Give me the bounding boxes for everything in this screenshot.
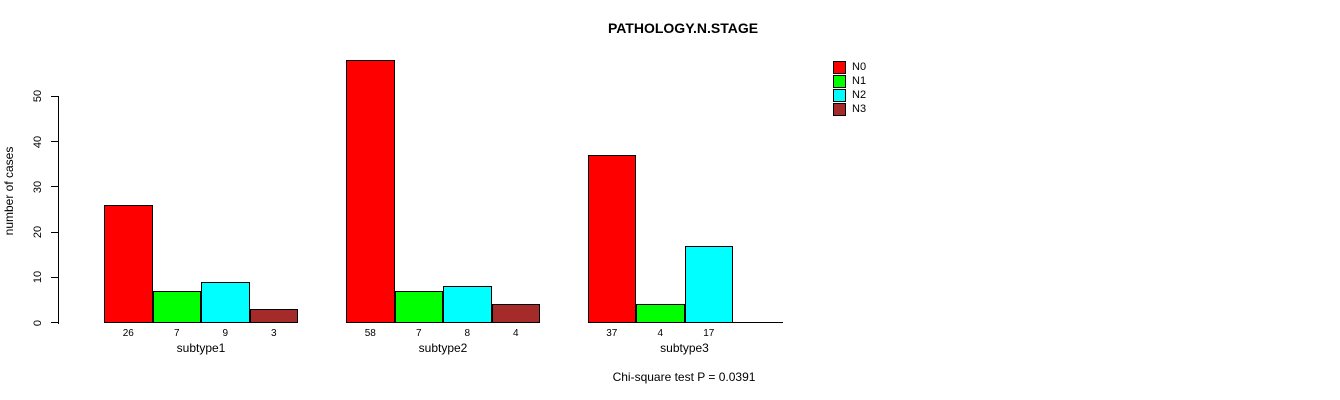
bar-n2-subtype3	[684, 245, 733, 323]
chart-title: PATHOLOGY.N.STAGE	[607, 20, 759, 36]
bar-n2-subtype2	[443, 286, 492, 323]
bar-value-label: 7	[415, 328, 422, 339]
bar-n1-subtype1	[152, 290, 201, 323]
bar-value-label: 3	[270, 328, 277, 339]
bar-value-label: 9	[222, 328, 229, 339]
y-axis-tick-label: 40	[32, 135, 44, 148]
y-axis-tick	[51, 231, 59, 233]
bar-value-label: 8	[464, 328, 471, 339]
y-axis-tick	[51, 141, 59, 143]
y-axis-tick	[51, 276, 59, 278]
bar-value-label: 26	[122, 328, 134, 339]
bar-n1-subtype2	[394, 290, 443, 323]
bar-n3-subtype1	[249, 309, 298, 323]
y-axis-tick-label: 50	[32, 90, 44, 103]
bar-value-label: 37	[606, 328, 618, 339]
bar-n1-subtype3	[636, 304, 685, 323]
legend-label-n3: N3	[852, 102, 867, 115]
bar-value-label: 58	[364, 328, 376, 339]
y-axis-label: number of cases	[2, 146, 16, 236]
legend-label-n2: N2	[852, 88, 867, 101]
bar-n3-subtype2	[491, 304, 540, 323]
y-axis-tick	[51, 95, 59, 97]
legend-swatch-n0	[833, 60, 846, 74]
y-axis-tick	[51, 322, 59, 324]
bar-value-label: 7	[173, 328, 180, 339]
legend-label-n1: N1	[852, 74, 867, 87]
category-label-subtype3: subtype3	[660, 341, 709, 355]
y-axis-tick-label: 20	[32, 225, 44, 239]
legend-label-n0: N0	[852, 60, 867, 73]
legend-row-n1: N1	[833, 74, 866, 88]
bar-value-label: 4	[512, 328, 519, 339]
bar-n3-subtype3-zero-line	[733, 322, 783, 324]
legend-row-n0: N0	[833, 60, 866, 74]
y-axis-tick	[51, 186, 59, 188]
legend-swatch-n3	[833, 102, 846, 116]
legend: N0 N1 N2 N3	[833, 60, 866, 116]
category-label-subtype1: subtype1	[176, 341, 226, 355]
y-axis-line	[58, 96, 59, 324]
y-axis-tick-label: 10	[32, 271, 44, 284]
y-axis-tick-label: 30	[32, 180, 44, 193]
bar-value-label: 17	[703, 328, 715, 339]
legend-row-n3: N3	[833, 102, 866, 116]
y-axis-tick-label: 0	[32, 319, 44, 326]
bar-value-label: 4	[657, 328, 664, 339]
chi-square-annotation: Chi-square test P = 0.0391	[612, 370, 756, 384]
bar-n0-subtype3	[587, 155, 636, 323]
legend-swatch-n2	[833, 88, 846, 102]
bar-n0-subtype2	[346, 60, 395, 323]
bar-n2-subtype1	[201, 281, 250, 323]
category-label-subtype2: subtype2	[418, 341, 468, 355]
legend-row-n2: N2	[833, 88, 866, 102]
bar-n0-subtype1	[104, 204, 153, 323]
legend-swatch-n1	[833, 74, 846, 88]
